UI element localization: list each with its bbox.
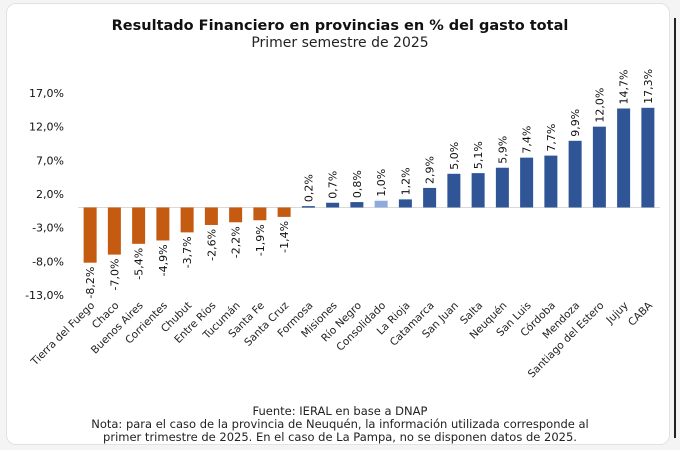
bar-san-juan <box>447 173 461 208</box>
value-label: 7,4% <box>521 126 534 154</box>
bar-mendoza <box>568 140 582 208</box>
value-label: 1,2% <box>399 167 412 195</box>
value-label: 7,7% <box>545 124 558 152</box>
window-edge <box>674 18 676 438</box>
y-tick-label: 12,0% <box>29 121 64 134</box>
value-label: -7,0% <box>108 259 121 291</box>
value-label: 5,1% <box>472 141 485 169</box>
source-note: Fuente: IERAL en base a DNAP <box>252 404 428 418</box>
value-label: -4,9% <box>157 244 170 276</box>
bar-santa-cruz <box>277 207 291 217</box>
value-label: 1,0% <box>375 169 388 197</box>
bar-río-negro <box>350 202 364 208</box>
bar-buenos-aires <box>132 207 146 244</box>
category-label: Tierra del Fuego <box>28 300 97 369</box>
chart-subtitle: Primer semestre de 2025 <box>251 35 429 51</box>
bar-santiago-del-estero <box>592 126 606 208</box>
footnote-line-1: Nota: para el caso de la provincia de Ne… <box>91 417 589 431</box>
y-tick-label: -3,0% <box>32 222 64 235</box>
footnote-line-2: primer trimestre de 2025. En el caso de … <box>103 430 577 444</box>
y-tick-label: 7,0% <box>36 154 64 167</box>
bar-misiones <box>326 202 340 208</box>
bar-chubut <box>180 207 194 233</box>
chart-title: Resultado Financiero en provincias en % … <box>111 18 569 34</box>
bar-santa-fe <box>253 207 267 221</box>
bar-la-rioja <box>398 199 412 208</box>
value-label: -1,9% <box>254 224 267 256</box>
y-tick-label: 17,0% <box>29 87 64 100</box>
value-label: 17,3% <box>642 69 655 104</box>
value-label: 0,8% <box>351 170 364 198</box>
value-label: 5,9% <box>496 136 509 164</box>
bar-san-luis <box>520 157 534 208</box>
value-label: 2,9% <box>424 156 437 184</box>
category-label: CABA <box>626 299 655 328</box>
value-label: 0,7% <box>327 171 340 199</box>
value-label: 12,0% <box>593 88 606 123</box>
category-label: Jujuy <box>603 300 630 327</box>
bar-caba <box>641 107 655 208</box>
bar-entre-ríos <box>204 207 218 225</box>
bar-salta <box>471 173 485 208</box>
bar-chaco <box>107 207 121 255</box>
value-label: -5,4% <box>133 248 146 280</box>
y-tick-label: -8,0% <box>32 255 64 268</box>
bar-jujuy <box>617 108 631 208</box>
bar-formosa <box>301 206 315 208</box>
y-tick-label: 2,0% <box>36 188 64 201</box>
bar-corrientes <box>156 207 170 241</box>
value-label: 0,2% <box>302 174 315 202</box>
value-label: -2,2% <box>230 226 243 258</box>
bar-tucumán <box>229 207 243 223</box>
value-label: 14,7% <box>618 70 631 105</box>
bar-catamarca <box>423 187 437 208</box>
bar-córdoba <box>544 155 558 208</box>
value-label: 9,9% <box>569 109 582 137</box>
value-label: 5,0% <box>448 142 461 170</box>
value-label: -3,7% <box>181 236 194 268</box>
bar-consolidado <box>374 200 388 208</box>
y-tick-label: -13,0% <box>25 289 64 302</box>
value-label: -8,2% <box>84 267 97 299</box>
value-label: -2,6% <box>205 229 218 261</box>
bar-tierra-del-fuego <box>83 207 97 263</box>
value-label: -1,4% <box>278 221 291 253</box>
bar-neuquén <box>495 167 509 208</box>
